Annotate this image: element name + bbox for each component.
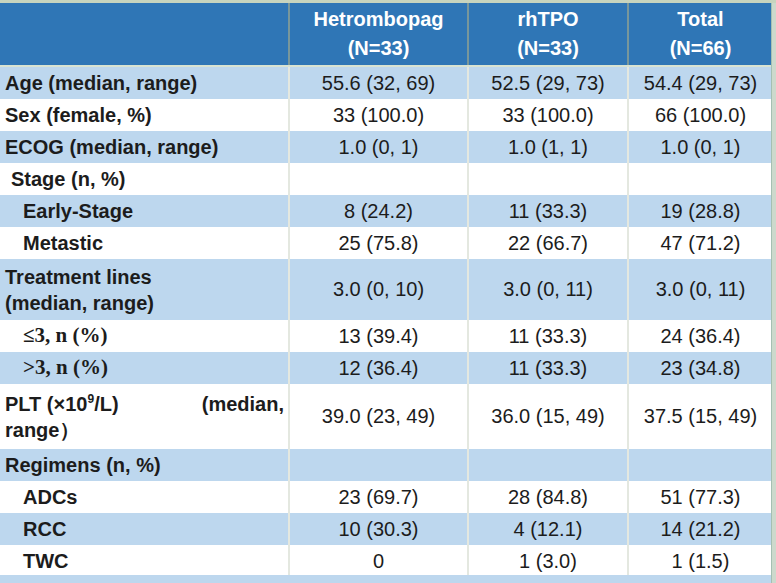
row-label: Sex (female, %) [0, 99, 288, 131]
table-row: PLT (×109/L)(median,range）39.0 (23, 49)3… [0, 384, 772, 449]
table-row: Age (median, range)55.6 (32, 69)52.5 (29… [0, 67, 772, 99]
value-cell: 4 (12.1) [467, 513, 627, 545]
value-cell: 55.6 (32, 69) [288, 67, 467, 99]
row-label: ECOG (median, range) [0, 131, 288, 163]
slide: Hetrombopag (N=33) rhTPO (N=33) Total (N… [0, 0, 776, 583]
baseline-characteristics-table: Hetrombopag (N=33) rhTPO (N=33) Total (N… [0, 3, 772, 577]
value-cell [288, 449, 467, 481]
row-label: Metastic [0, 227, 288, 259]
value-cell: 23 (34.8) [627, 352, 772, 384]
slide-right-edge [771, 3, 776, 583]
value-cell [288, 163, 467, 195]
row-label: PLT (×109/L)(median,range） [0, 384, 288, 449]
row-label: >3, n (%) [0, 352, 288, 384]
value-cell: 52.5 (29, 73) [467, 67, 627, 99]
header-col-name: Total [677, 5, 723, 34]
value-cell: 1.0 (0, 1) [288, 131, 467, 163]
value-cell: 37.5 (15, 49) [627, 384, 772, 449]
value-cell: 22 (66.7) [467, 227, 627, 259]
value-cell [467, 449, 627, 481]
value-cell: 10 (30.3) [288, 513, 467, 545]
table-row: Stage (n, %) [0, 163, 772, 195]
value-cell: 12 (36.4) [288, 352, 467, 384]
table-row: ECOG (median, range)1.0 (0, 1)1.0 (1, 1)… [0, 131, 772, 163]
value-cell: 25 (75.8) [288, 227, 467, 259]
value-cell: 3.0 (0, 11) [467, 259, 627, 320]
value-cell: 19 (28.8) [627, 195, 772, 227]
table-row: ADCs23 (69.7)28 (84.8)51 (77.3) [0, 481, 772, 513]
value-cell: 1 (1.5) [627, 545, 772, 577]
row-label: RCC [0, 513, 288, 545]
value-cell: 0 [288, 545, 467, 577]
value-cell: 11 (33.3) [467, 195, 627, 227]
value-cell: 23 (69.7) [288, 481, 467, 513]
next-row-edge [0, 575, 772, 583]
row-label: TWC [0, 545, 288, 577]
row-label: Stage (n, %) [0, 163, 288, 195]
value-cell: 39.0 (23, 49) [288, 384, 467, 449]
header-col-hetrombopag: Hetrombopag (N=33) [288, 3, 467, 65]
row-label: ADCs [0, 481, 288, 513]
value-cell [467, 163, 627, 195]
table-row: Treatment lines(median, range)3.0 (0, 10… [0, 259, 772, 320]
value-cell: 11 (33.3) [467, 320, 627, 352]
table-row: ≤3, n (%)13 (39.4)11 (33.3)24 (36.4) [0, 320, 772, 352]
value-cell: 54.4 (29, 73) [627, 67, 772, 99]
value-cell: 13 (39.4) [288, 320, 467, 352]
value-cell: 33 (100.0) [288, 99, 467, 131]
row-label: Early-Stage [0, 195, 288, 227]
value-cell: 47 (71.2) [627, 227, 772, 259]
header-col-total: Total (N=66) [627, 3, 772, 65]
header-col-rhtpo: rhTPO (N=33) [467, 3, 627, 65]
table-row: >3, n (%)12 (36.4)11 (33.3)23 (34.8) [0, 352, 772, 384]
table-row: RCC10 (30.3)4 (12.1)14 (21.2) [0, 513, 772, 545]
value-cell: 8 (24.2) [288, 195, 467, 227]
value-cell: 3.0 (0, 11) [627, 259, 772, 320]
value-cell: 14 (21.2) [627, 513, 772, 545]
row-label: ≤3, n (%) [0, 320, 288, 352]
value-cell: 24 (36.4) [627, 320, 772, 352]
header-col-n: (N=33) [517, 34, 579, 63]
value-cell: 66 (100.0) [627, 99, 772, 131]
table-row: Sex (female, %)33 (100.0)33 (100.0)66 (1… [0, 99, 772, 131]
value-cell [627, 449, 772, 481]
value-cell: 1.0 (1, 1) [467, 131, 627, 163]
value-cell [627, 163, 772, 195]
value-cell: 28 (84.8) [467, 481, 627, 513]
value-cell: 51 (77.3) [627, 481, 772, 513]
table-row: TWC01 (3.0)1 (1.5) [0, 545, 772, 577]
header-empty-cell [0, 3, 288, 65]
value-cell: 11 (33.3) [467, 352, 627, 384]
header-col-n: (N=66) [670, 34, 732, 63]
table-body: Age (median, range)55.6 (32, 69)52.5 (29… [0, 67, 772, 577]
header-col-n: (N=33) [348, 34, 410, 63]
value-cell: 3.0 (0, 10) [288, 259, 467, 320]
table-row: Early-Stage8 (24.2)11 (33.3)19 (28.8) [0, 195, 772, 227]
row-label: Treatment lines(median, range) [0, 259, 288, 320]
row-label: Age (median, range) [0, 67, 288, 99]
header-col-name: Hetrombopag [314, 5, 444, 34]
table-row: Metastic25 (75.8)22 (66.7)47 (71.2) [0, 227, 772, 259]
table-row: Regimens (n, %) [0, 449, 772, 481]
value-cell: 1.0 (0, 1) [627, 131, 772, 163]
value-cell: 1 (3.0) [467, 545, 627, 577]
header-col-name: rhTPO [517, 5, 578, 34]
table-header-row: Hetrombopag (N=33) rhTPO (N=33) Total (N… [0, 3, 772, 67]
value-cell: 36.0 (15, 49) [467, 384, 627, 449]
row-label: Regimens (n, %) [0, 449, 288, 481]
value-cell: 33 (100.0) [467, 99, 627, 131]
